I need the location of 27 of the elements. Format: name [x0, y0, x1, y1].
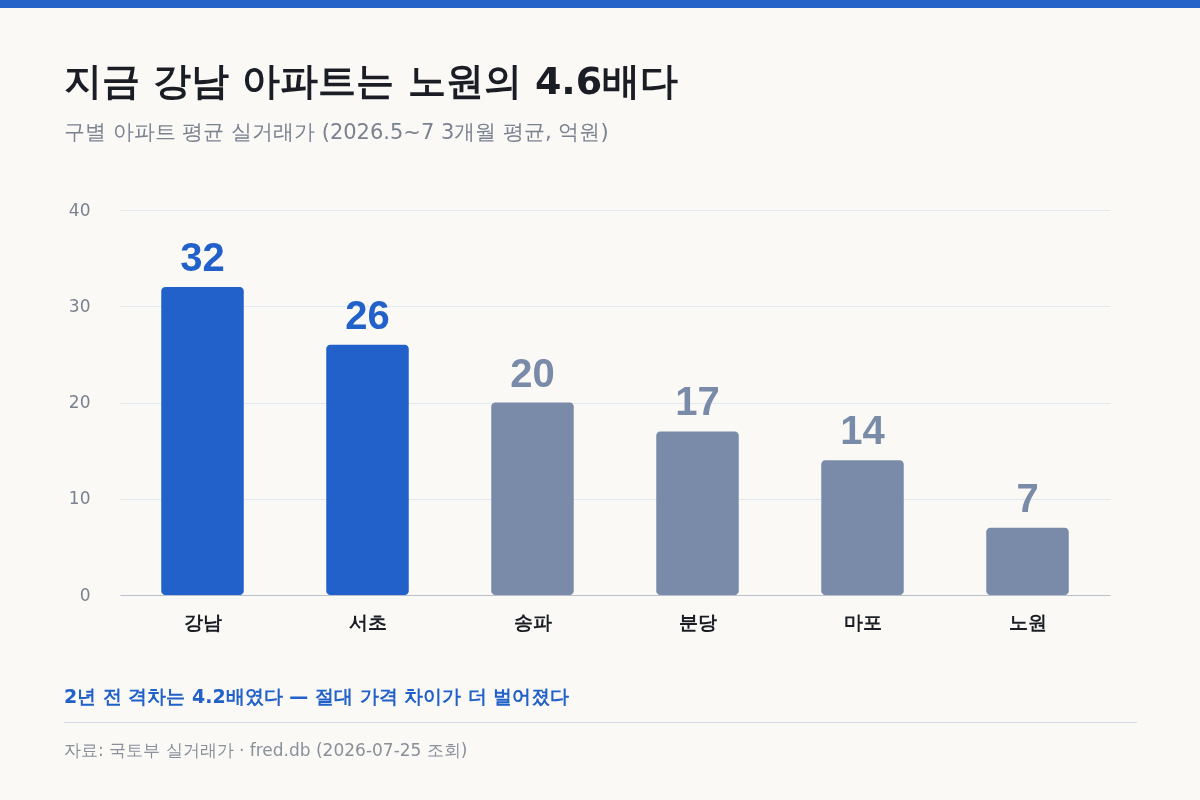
y-tick-label: 10 [68, 488, 91, 509]
x-tick-label: 송파 [513, 610, 552, 633]
data-label: 7 [1016, 475, 1039, 520]
x-tick-label: 서초 [348, 610, 387, 633]
text: 자료: 국토부 실거래가 · fred.db (2026-07-25 조회) [64, 739, 468, 762]
data-label: 17 [675, 379, 720, 424]
y-tick-label: 30 [68, 295, 91, 316]
bar [821, 460, 904, 595]
text: 2년 전 격차는 4.2배였다 — 절대 가격 차이가 더 벌어졌다 [64, 684, 570, 709]
bar [986, 527, 1069, 595]
data-label: 26 [345, 292, 390, 337]
y-tick-label: 40 [68, 199, 91, 220]
data-label: 32 [180, 235, 225, 279]
y-tick-label: 20 [68, 392, 91, 412]
data-label: 20 [510, 350, 555, 395]
bar [656, 431, 739, 595]
x-tick-label: 강남 [183, 610, 222, 633]
bar [326, 344, 409, 595]
x-tick-label: 마포 [843, 610, 882, 633]
x-tick-label: 분당 [678, 610, 717, 633]
y-tick-label: 0 [79, 584, 91, 605]
bar [161, 287, 244, 595]
x-tick-label: 노원 [1008, 610, 1047, 633]
bar [491, 402, 574, 595]
chart-title: 지금 강남 아파트는 노원의 4.6배다 [64, 58, 679, 105]
data-label: 14 [840, 408, 886, 453]
chart-subtitle: 구별 아파트 평균 실거래가 (2026.5~7 3개월 평균, 억원) [64, 119, 609, 146]
